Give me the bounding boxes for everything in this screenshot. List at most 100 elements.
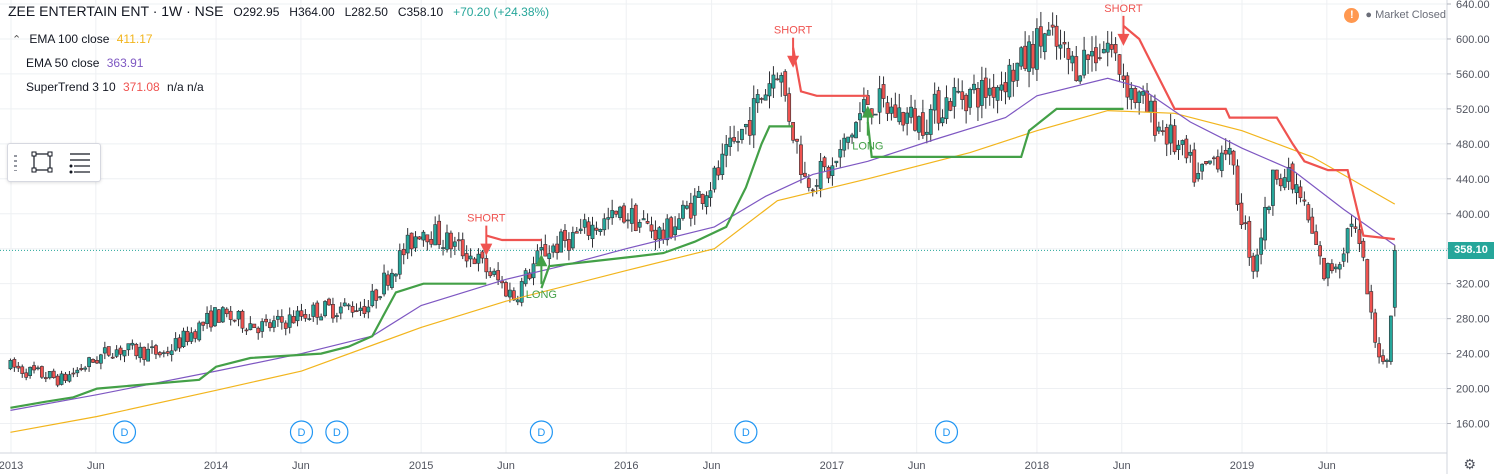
dividend-marker[interactable]: D (934, 420, 959, 444)
candle (924, 119, 929, 144)
candle (983, 67, 988, 109)
rectangle-icon (31, 151, 53, 173)
candle (1145, 82, 1149, 113)
dividend-marker[interactable]: D (325, 420, 349, 444)
candle (98, 353, 103, 370)
candle-body (810, 189, 815, 192)
candle (1058, 29, 1063, 60)
candle-body (1007, 64, 1012, 98)
candle-body (390, 272, 394, 288)
candle (1231, 149, 1236, 175)
candle (995, 85, 1000, 114)
legend-ema100-value: 411.17 (116, 32, 153, 46)
candle-body (979, 80, 984, 106)
candle (641, 210, 646, 221)
collapse-arrow-icon[interactable]: ⌃ (12, 34, 22, 46)
candle-body (1011, 69, 1016, 82)
candle-body (944, 97, 949, 120)
candle-body (799, 144, 803, 175)
candle (893, 92, 898, 118)
candle-body (1145, 90, 1149, 113)
candle-body (614, 210, 619, 215)
candle-body (802, 172, 807, 177)
candle (393, 273, 398, 282)
candle-body (307, 318, 312, 320)
candle-body (114, 349, 119, 357)
candle (519, 277, 524, 307)
candle-body (138, 346, 143, 359)
candle (87, 356, 91, 372)
candle (1361, 238, 1366, 262)
candle-body (1070, 55, 1075, 64)
candle (220, 306, 225, 323)
candle-body (1239, 202, 1244, 225)
candle-body (185, 331, 190, 342)
candle-body (228, 310, 233, 320)
candle (795, 138, 799, 154)
candle-body (649, 224, 654, 232)
candle (374, 288, 379, 309)
candle-body (126, 343, 131, 351)
candle-body (865, 95, 870, 105)
candle (142, 346, 147, 366)
candle (1267, 205, 1271, 214)
x-tick-label: 2013 (0, 460, 23, 472)
candle (991, 73, 996, 109)
y-tick-label: 400.00 (1456, 209, 1490, 221)
candle (378, 295, 383, 301)
candle (1003, 72, 1008, 105)
candle-body (771, 74, 776, 89)
candle (972, 74, 976, 94)
candle (559, 228, 563, 253)
candle (311, 302, 316, 322)
gear-icon[interactable]: ⚙ (1463, 456, 1476, 472)
candle (323, 300, 327, 318)
candle-body (1341, 253, 1346, 262)
drag-handle-icon[interactable] (14, 155, 17, 171)
candle-body (1215, 156, 1220, 170)
candle (252, 323, 257, 329)
candle-body (901, 112, 906, 126)
candle-body (645, 221, 650, 224)
candle (523, 268, 528, 287)
candle-body (409, 232, 414, 250)
candle-body (578, 228, 583, 232)
candle-body (1219, 152, 1224, 171)
object-tree-button[interactable] (66, 149, 94, 176)
dividend-marker[interactable]: D (734, 420, 758, 444)
candle (1314, 224, 1319, 245)
candle (102, 341, 107, 360)
candle (740, 128, 744, 144)
rectangle-tool-button[interactable] (28, 149, 56, 176)
dividend-marker[interactable]: D (289, 420, 314, 444)
candle-body (523, 270, 528, 285)
legend-supertrend[interactable]: SuperTrend 3 10 371.08 n/a n/a (26, 80, 204, 94)
candle-body (71, 372, 76, 375)
candle (515, 295, 520, 306)
warning-icon[interactable]: ! (1344, 8, 1360, 23)
candle-body (386, 274, 390, 286)
candle (1271, 169, 1275, 216)
candle-body (1121, 75, 1126, 80)
candle-body (932, 93, 937, 111)
candle-body (1282, 177, 1287, 188)
candle-body (378, 296, 383, 299)
candle-body (610, 210, 615, 219)
dividend-circle (529, 420, 553, 444)
candle-body (602, 218, 607, 231)
legend-ema100[interactable]: ⌃ EMA 100 close 411.17 (12, 32, 153, 46)
candle-body (476, 253, 481, 264)
candle-body (106, 346, 111, 356)
candle (618, 205, 622, 221)
candle-body (1172, 125, 1177, 153)
dividend-marker[interactable]: D (112, 420, 137, 444)
candle (1105, 30, 1110, 67)
candle-body (1003, 82, 1008, 93)
candle-body (720, 153, 725, 176)
candle (1129, 82, 1134, 110)
legend-ema50[interactable]: EMA 50 close 363.91 (26, 56, 143, 70)
dividend-marker[interactable]: D (529, 420, 553, 444)
symbol-title[interactable]: ZEE ENTERTAIN ENT · 1W · NSE (8, 3, 224, 19)
candle-body (913, 108, 917, 131)
